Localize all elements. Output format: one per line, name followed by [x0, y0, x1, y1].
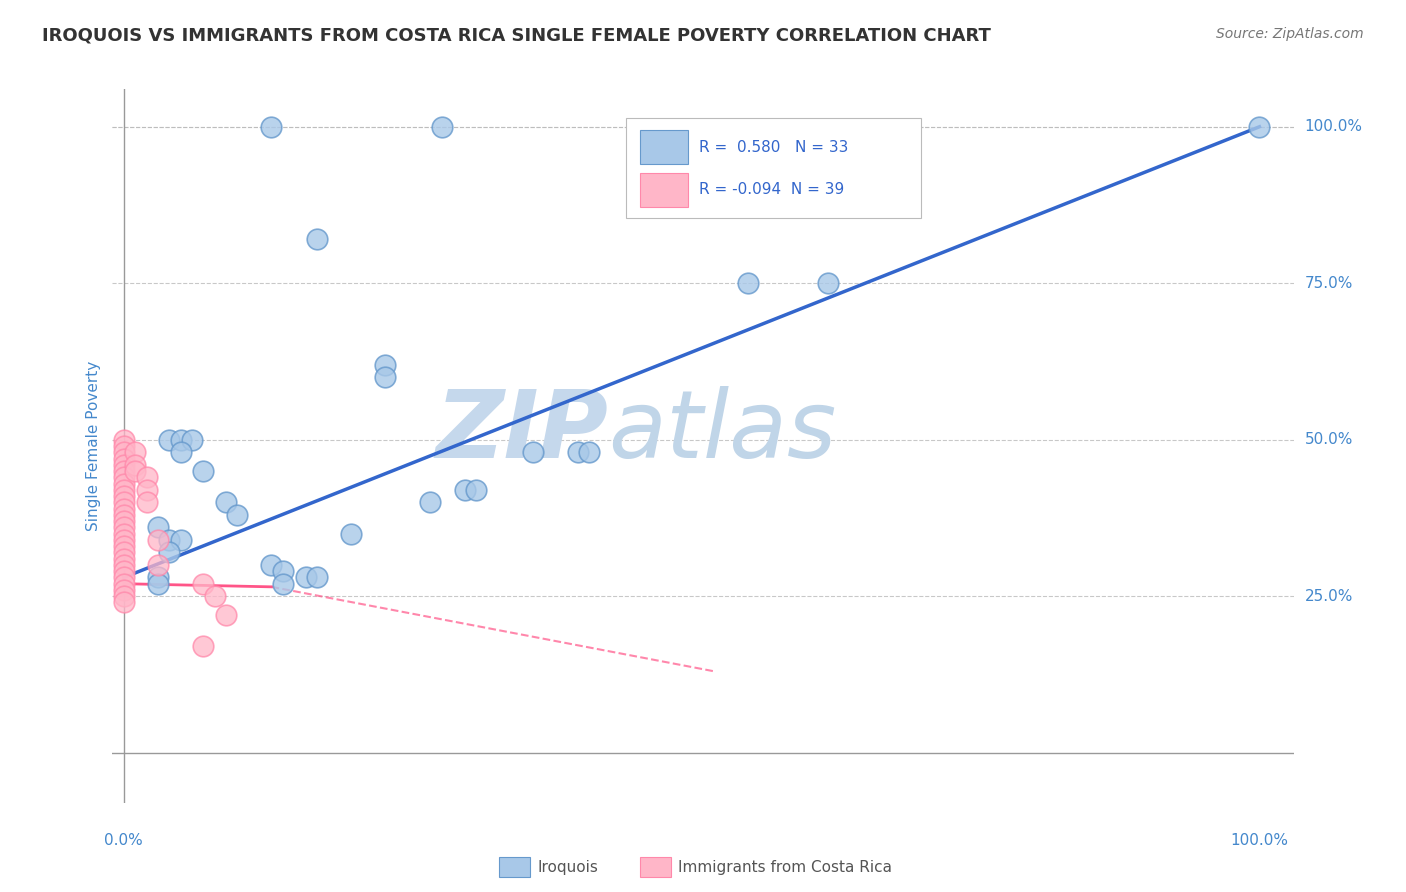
Point	[146, 558, 169, 572]
Point	[157, 433, 180, 447]
Point	[112, 483, 135, 497]
Point	[271, 564, 294, 578]
Point	[112, 520, 135, 534]
Point	[112, 539, 135, 553]
Point	[112, 489, 135, 503]
Text: Iroquois: Iroquois	[537, 860, 598, 874]
Point	[112, 439, 135, 453]
Text: Source: ZipAtlas.com: Source: ZipAtlas.com	[1216, 27, 1364, 41]
Point	[135, 483, 157, 497]
Point	[260, 558, 283, 572]
Point	[112, 558, 135, 572]
Bar	[640, 130, 688, 164]
Point	[215, 607, 238, 622]
Text: ZIP: ZIP	[436, 385, 609, 478]
Point	[1249, 120, 1271, 134]
Text: 75.0%: 75.0%	[1305, 276, 1353, 291]
Point	[135, 495, 157, 509]
Point	[112, 470, 135, 484]
Point	[157, 545, 180, 559]
Point	[112, 433, 135, 447]
Text: 25.0%: 25.0%	[1305, 589, 1353, 604]
Point	[737, 277, 759, 291]
Point	[112, 582, 135, 597]
Text: R =  0.580   N = 33: R = 0.580 N = 33	[699, 139, 849, 154]
Point	[226, 508, 249, 522]
Point	[146, 520, 169, 534]
Point	[260, 120, 283, 134]
Point	[169, 533, 191, 547]
Point	[112, 545, 135, 559]
Point	[112, 595, 135, 609]
Point	[169, 445, 191, 459]
Point	[578, 445, 600, 459]
Text: 100.0%: 100.0%	[1230, 833, 1288, 848]
Text: 0.0%: 0.0%	[104, 833, 143, 848]
Point	[112, 533, 135, 547]
Point	[112, 508, 135, 522]
Point	[453, 483, 475, 497]
Text: R = -0.094  N = 39: R = -0.094 N = 39	[699, 182, 845, 197]
Point	[112, 576, 135, 591]
Text: atlas: atlas	[609, 386, 837, 477]
Point	[112, 526, 135, 541]
Point	[112, 464, 135, 478]
Point	[464, 483, 486, 497]
Point	[112, 476, 135, 491]
Point	[522, 445, 544, 459]
Point	[215, 495, 238, 509]
Point	[124, 464, 146, 478]
Point	[193, 640, 215, 654]
Point	[146, 533, 169, 547]
Point	[294, 570, 316, 584]
Point	[112, 445, 135, 459]
Text: 50.0%: 50.0%	[1305, 433, 1353, 447]
Point	[135, 470, 157, 484]
Point	[112, 495, 135, 509]
Point	[124, 458, 146, 472]
Point	[112, 589, 135, 603]
Point	[340, 526, 363, 541]
Point	[112, 458, 135, 472]
Text: Immigrants from Costa Rica: Immigrants from Costa Rica	[678, 860, 891, 874]
Y-axis label: Single Female Poverty: Single Female Poverty	[86, 361, 101, 531]
Point	[112, 501, 135, 516]
Point	[193, 576, 215, 591]
Text: 100.0%: 100.0%	[1305, 120, 1362, 135]
Point	[112, 564, 135, 578]
Point	[124, 445, 146, 459]
Point	[112, 570, 135, 584]
Point	[146, 570, 169, 584]
Point	[271, 576, 294, 591]
Point	[112, 551, 135, 566]
Point	[817, 277, 839, 291]
Point	[305, 232, 328, 246]
Point	[193, 464, 215, 478]
Point	[374, 358, 396, 372]
Point	[374, 370, 396, 384]
Point	[419, 495, 441, 509]
Point	[305, 570, 328, 584]
Point	[157, 533, 180, 547]
Point	[430, 120, 453, 134]
Point	[181, 433, 204, 447]
Point	[112, 451, 135, 466]
Bar	[640, 173, 688, 207]
Point	[146, 576, 169, 591]
FancyBboxPatch shape	[626, 118, 921, 218]
Point	[169, 433, 191, 447]
Point	[567, 445, 589, 459]
Point	[204, 589, 226, 603]
Point	[112, 514, 135, 528]
Text: IROQUOIS VS IMMIGRANTS FROM COSTA RICA SINGLE FEMALE POVERTY CORRELATION CHART: IROQUOIS VS IMMIGRANTS FROM COSTA RICA S…	[42, 27, 991, 45]
